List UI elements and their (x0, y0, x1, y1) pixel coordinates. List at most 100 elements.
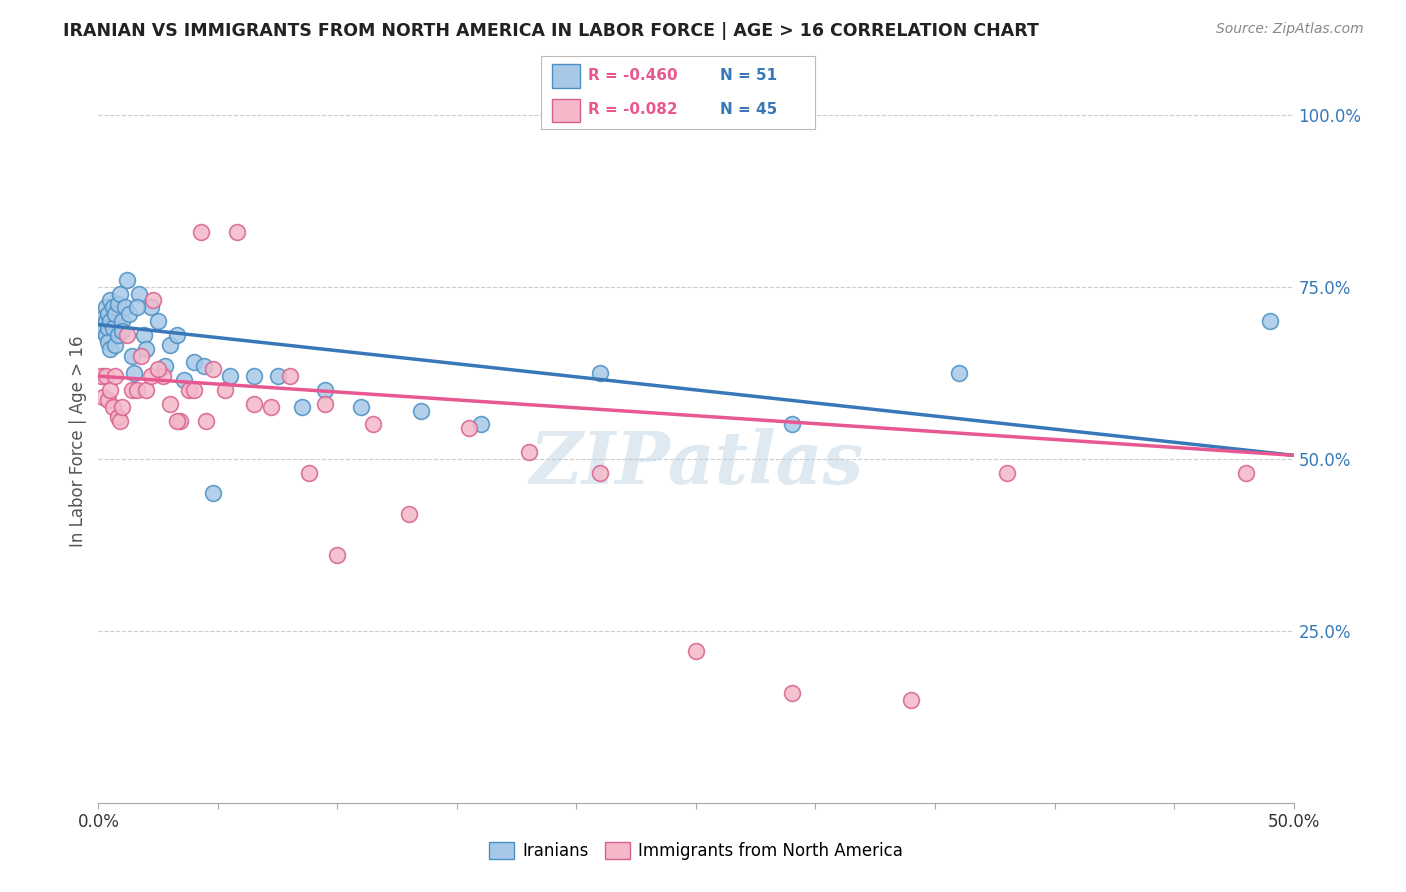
Point (125, 383, 148, 397)
Point (470, 417, 492, 432)
Point (94, 314, 117, 328)
Point (148, 314, 170, 328)
Point (315, 383, 337, 397)
Point (219, 369, 242, 384)
Point (148, 362, 170, 376)
Point (995, 466, 1018, 480)
Point (183, 355, 205, 369)
Point (94, 301, 117, 315)
Point (948, 366, 970, 380)
Point (115, 327, 138, 342)
Point (291, 400, 314, 414)
Point (159, 397, 181, 411)
Point (101, 400, 124, 414)
Point (517, 445, 540, 459)
Point (780, 686, 803, 700)
Point (202, 486, 225, 500)
FancyBboxPatch shape (553, 64, 579, 87)
Point (183, 383, 205, 397)
Point (190, 225, 212, 239)
Point (173, 373, 195, 387)
Point (94, 327, 117, 342)
Point (124, 366, 146, 380)
Point (350, 400, 373, 414)
Point (135, 383, 157, 397)
Text: IRANIAN VS IMMIGRANTS FROM NORTH AMERICA IN LABOR FORCE | AGE > 16 CORRELATION C: IRANIAN VS IMMIGRANTS FROM NORTH AMERICA… (63, 22, 1039, 40)
Point (142, 293, 165, 308)
Point (111, 314, 134, 328)
Point (97, 334, 120, 349)
Point (179, 383, 201, 397)
Point (111, 400, 134, 414)
FancyBboxPatch shape (553, 99, 579, 122)
Y-axis label: In Labor Force | Age > 16: In Labor Force | Age > 16 (69, 335, 87, 548)
Point (363, 417, 385, 432)
Point (685, 644, 707, 658)
Point (267, 369, 290, 384)
Point (98, 314, 122, 328)
Point (108, 414, 131, 428)
Point (91, 390, 114, 404)
Point (132, 327, 155, 342)
Point (91, 310, 114, 325)
Point (1258, 314, 1281, 328)
Point (589, 466, 612, 480)
Point (128, 286, 150, 301)
Point (900, 692, 922, 706)
Point (159, 338, 181, 352)
Point (97, 321, 120, 335)
Text: R = -0.082: R = -0.082 (588, 102, 678, 117)
Point (114, 301, 136, 315)
Point (107, 297, 129, 311)
Point (398, 507, 420, 521)
Point (411, 403, 433, 417)
Point (135, 342, 157, 356)
Point (458, 421, 481, 435)
Point (104, 307, 127, 321)
Point (155, 359, 177, 373)
Text: N = 45: N = 45 (720, 102, 776, 117)
Point (104, 369, 127, 384)
Point (111, 325, 134, 339)
Point (169, 414, 191, 428)
Point (90, 369, 112, 384)
Point (226, 225, 249, 239)
Point (1234, 466, 1257, 480)
Text: ZIPatlas: ZIPatlas (529, 428, 863, 499)
Text: Source: ZipAtlas.com: Source: ZipAtlas.com (1216, 22, 1364, 37)
Point (326, 548, 349, 562)
Point (101, 301, 124, 315)
Point (131, 349, 153, 363)
Point (278, 369, 301, 384)
Text: R = -0.460: R = -0.460 (588, 69, 678, 84)
Point (98, 383, 122, 397)
Point (214, 383, 236, 397)
Point (91, 325, 114, 339)
Point (315, 397, 337, 411)
Point (298, 466, 321, 480)
Point (195, 414, 218, 428)
Point (107, 327, 129, 342)
Point (243, 397, 266, 411)
Point (97, 393, 120, 408)
Point (243, 369, 266, 384)
Legend: Iranians, Immigrants from North America: Iranians, Immigrants from North America (482, 835, 910, 867)
Point (139, 369, 162, 384)
Point (139, 301, 162, 315)
Text: N = 51: N = 51 (720, 69, 776, 84)
Point (94, 369, 117, 384)
Point (121, 349, 143, 363)
Point (166, 327, 188, 342)
Point (193, 359, 215, 373)
Point (125, 301, 148, 315)
Point (98, 342, 122, 356)
Point (121, 383, 143, 397)
Point (589, 366, 612, 380)
Point (115, 273, 138, 287)
Point (104, 338, 127, 352)
Point (118, 307, 141, 321)
Point (152, 369, 174, 384)
Point (101, 321, 124, 335)
Point (166, 414, 188, 428)
Point (259, 400, 281, 414)
